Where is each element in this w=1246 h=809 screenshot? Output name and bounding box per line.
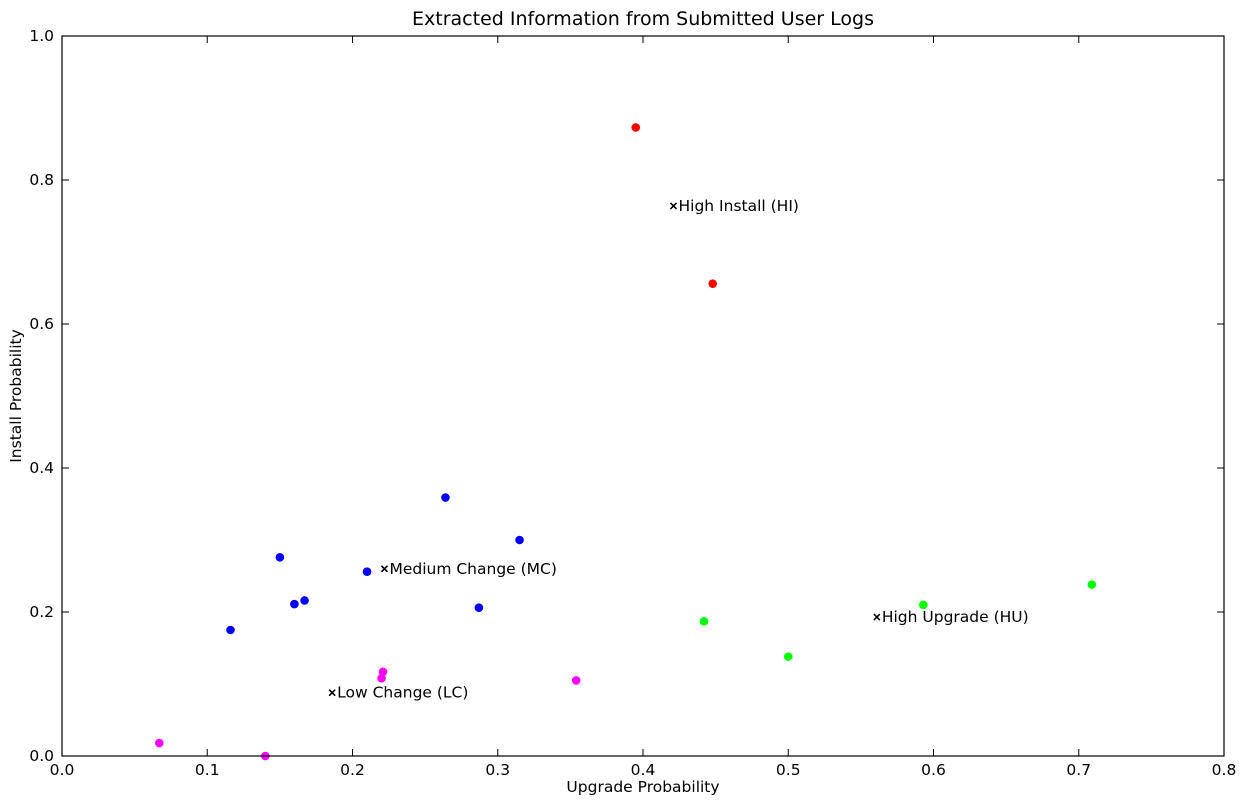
data-point <box>699 617 709 626</box>
annotation-label: High Install (HI) <box>679 197 799 215</box>
data-point <box>783 652 793 661</box>
x-tick-label: 0.0 <box>50 761 75 779</box>
data-point <box>362 567 372 576</box>
annotation-marker <box>669 202 678 210</box>
x-tick-label: 0.8 <box>1212 761 1237 779</box>
data-point <box>474 603 484 612</box>
data-point <box>515 535 524 545</box>
x-tick-label: 0.2 <box>340 761 365 779</box>
plot-frame <box>61 35 1225 757</box>
y-tick-label: 0.8 <box>29 171 54 189</box>
data-point <box>919 600 928 610</box>
data-point <box>1087 580 1097 589</box>
data-point <box>708 279 718 288</box>
data-point <box>300 596 309 605</box>
y-tick-label: 0.6 <box>29 315 54 333</box>
y-tick-label: 1.0 <box>29 27 54 45</box>
x-tick-label: 0.3 <box>485 761 510 779</box>
data-point <box>571 676 581 685</box>
x-tick-label: 0.7 <box>1066 761 1091 779</box>
data-point <box>155 738 164 748</box>
y-tick-label: 0.0 <box>29 747 54 765</box>
x-tick-label: 0.1 <box>195 761 220 779</box>
data-point <box>378 667 388 677</box>
y-tick-label: 0.4 <box>29 459 54 477</box>
annotation-label: High Upgrade (HU) <box>882 608 1029 626</box>
annotation-marker <box>328 689 336 697</box>
x-tick-label: 0.6 <box>921 761 946 779</box>
annotation-marker <box>873 613 881 621</box>
chart-title: Extracted Information from Submitted Use… <box>412 8 874 30</box>
annotation-label: Low Change (LC) <box>337 684 468 702</box>
data-point <box>226 625 235 635</box>
data-point <box>290 599 299 609</box>
x-axis-label: Upgrade Probability <box>566 778 719 796</box>
x-tick-label: 0.4 <box>631 761 656 779</box>
data-point <box>441 493 450 502</box>
data-point <box>631 123 641 132</box>
annotation-marker <box>380 565 389 573</box>
data-point <box>377 673 386 683</box>
y-tick-label: 0.2 <box>29 603 54 621</box>
y-axis-label: Install Probability <box>7 329 25 463</box>
plot-area: 0.0 0.1 0.2 0.3 0.4 0.5 0.6 0.7 0.8 0.0 0.2 0.4 0.6 0… <box>29 27 1236 779</box>
x-tick-label: 0.5 <box>776 761 801 779</box>
data-point <box>275 552 285 562</box>
annotation-label: Medium Change (MC) <box>389 560 556 578</box>
